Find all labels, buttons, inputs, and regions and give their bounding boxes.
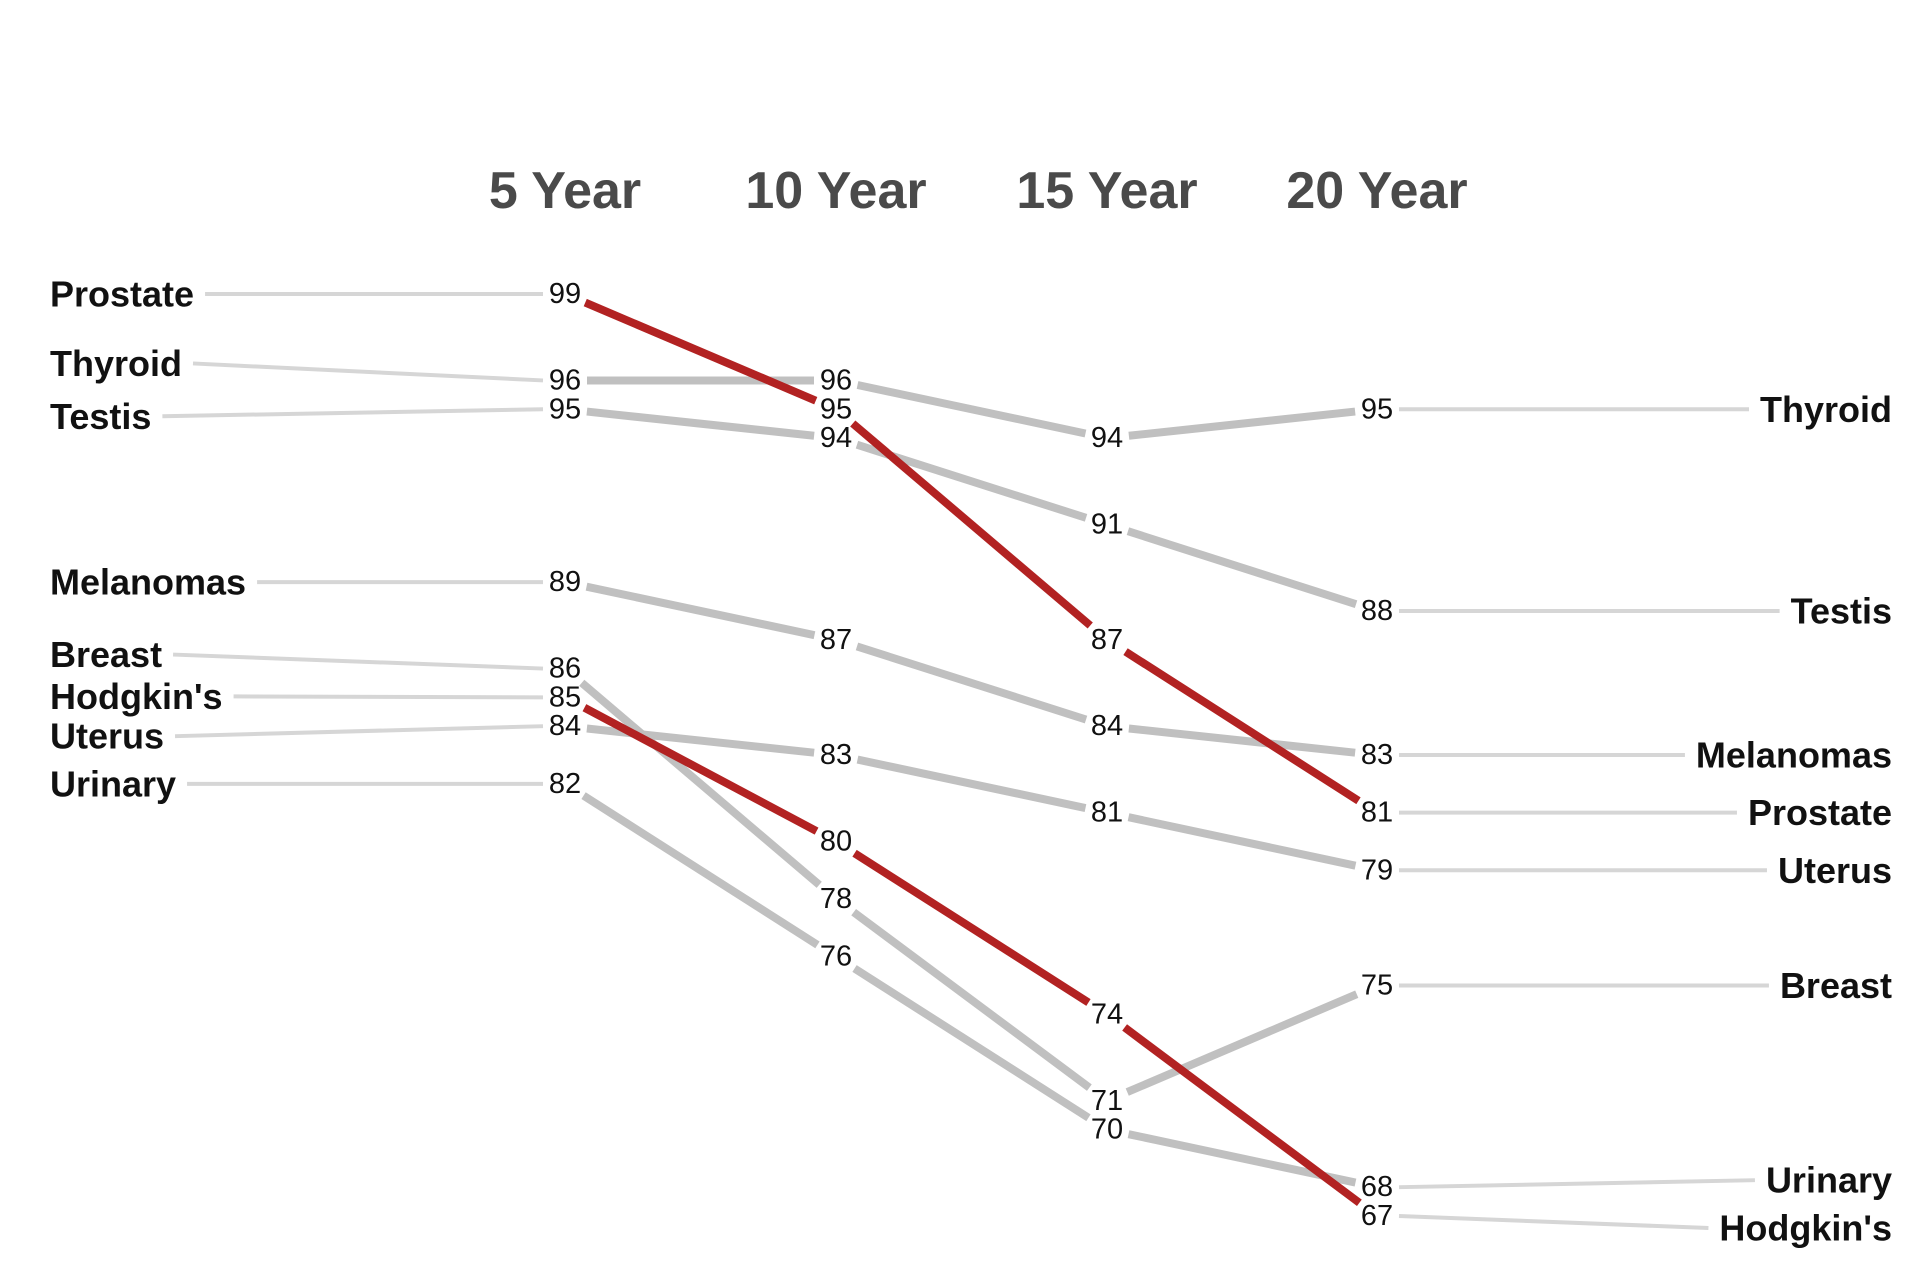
- value-label-melanomas-15-year: 84: [1091, 710, 1123, 742]
- left-label-testis: Testis: [50, 396, 151, 437]
- column-header-15-year: 15 Year: [1016, 162, 1197, 220]
- value-label-uterus-5-year: 84: [549, 710, 581, 742]
- value-label-urinary-10-year: 76: [820, 941, 852, 973]
- series-line-uterus-3: [1127, 813, 1357, 870]
- left-label-prostate: Prostate: [50, 274, 194, 315]
- value-label-prostate-5-year: 99: [549, 278, 581, 310]
- leader-lines: [162, 292, 1780, 1230]
- right-label-testis: Testis: [1791, 590, 1892, 631]
- value-label-prostate-10-year: 95: [820, 393, 852, 425]
- series-line-thyroid-3: [1128, 407, 1356, 440]
- right-label-melanomas: Melanomas: [1696, 735, 1892, 776]
- value-label-testis-20-year: 88: [1361, 595, 1393, 627]
- value-label-melanomas-5-year: 89: [549, 566, 581, 598]
- leader-left-hodgkin-s: [233, 694, 544, 700]
- value-label-urinary-15-year: 70: [1091, 1114, 1123, 1146]
- right-label-urinary: Urinary: [1766, 1160, 1892, 1201]
- value-label-uterus-20-year: 79: [1361, 854, 1393, 886]
- value-label-uterus-15-year: 81: [1091, 797, 1123, 829]
- left-label-melanomas: Melanomas: [50, 562, 246, 603]
- leader-right-urinary: [1398, 1178, 1755, 1190]
- value-label-testis-15-year: 91: [1091, 509, 1123, 541]
- value-label-hodgkin-s-15-year: 74: [1091, 998, 1123, 1030]
- right-label-hodgkin-s: Hodgkin's: [1719, 1208, 1892, 1249]
- series-line-breast-1: [579, 679, 822, 888]
- value-label-hodgkin-s-20-year: 67: [1361, 1200, 1393, 1232]
- series-lines: [579, 298, 1362, 1207]
- series-line-thyroid-2: [856, 381, 1087, 438]
- right-label-thyroid: Thyroid: [1760, 389, 1892, 430]
- series-line-melanomas-1: [585, 582, 816, 640]
- series-line-testis-1: [586, 407, 815, 440]
- series-line-hodgkin-s-2: [852, 849, 1091, 1006]
- series-line-hodgkin-s-1: [582, 704, 819, 835]
- value-label-hodgkin-s-5-year: 85: [549, 681, 581, 713]
- series-line-uterus-1: [586, 724, 815, 757]
- series-line-uterus-2: [856, 755, 1087, 812]
- left-category-labels: Thyroid Testis Melanomas Breast Uterus Urinar…: [50, 274, 246, 805]
- series-line-breast-3: [1125, 990, 1359, 1096]
- series-line-prostate-2: [850, 420, 1093, 629]
- value-label-breast-5-year: 86: [549, 653, 581, 685]
- value-label-thyroid-10-year: 96: [820, 364, 852, 396]
- value-label-breast-20-year: 75: [1361, 970, 1393, 1002]
- value-label-thyroid-5-year: 96: [549, 364, 581, 396]
- value-label-testis-5-year: 95: [549, 393, 581, 425]
- value-label-prostate-15-year: 87: [1091, 624, 1123, 656]
- value-label-uterus-10-year: 83: [820, 739, 852, 771]
- value-label-melanomas-10-year: 87: [820, 624, 852, 656]
- value-label-thyroid-15-year: 94: [1091, 422, 1123, 454]
- value-label-prostate-20-year: 81: [1361, 797, 1393, 829]
- series-line-urinary-2: [852, 965, 1091, 1122]
- leader-left-testis: [162, 407, 544, 419]
- value-label-melanomas-20-year: 83: [1361, 739, 1393, 771]
- leader-left-thyroid: [192, 361, 544, 383]
- column-header-10-year: 10 Year: [745, 162, 926, 220]
- series-line-prostate-1: [583, 298, 818, 405]
- value-labels: 96 96949595949188898784838678717584838179…: [549, 278, 1393, 1232]
- series-line-hodgkin-s-3: [1122, 1024, 1362, 1207]
- right-label-uterus: Uterus: [1778, 850, 1892, 891]
- left-label-uterus: Uterus: [50, 716, 164, 757]
- value-label-urinary-5-year: 82: [549, 768, 581, 800]
- column-header-5-year: 5 Year: [489, 162, 641, 220]
- series-line-prostate-3: [1123, 648, 1361, 805]
- leader-right-hodgkin-s: [1398, 1214, 1709, 1230]
- left-label-breast: Breast: [50, 634, 162, 675]
- value-label-breast-10-year: 78: [820, 883, 852, 915]
- value-label-urinary-20-year: 68: [1361, 1171, 1393, 1203]
- value-label-hodgkin-s-10-year: 80: [820, 825, 852, 857]
- series-line-testis-3: [1126, 527, 1358, 609]
- value-label-breast-15-year: 71: [1091, 1085, 1123, 1117]
- column-headers: 5 Year 10 Year 15 Year 20 Year: [489, 162, 1468, 220]
- left-label-urinary: Urinary: [50, 763, 176, 804]
- value-label-thyroid-20-year: 95: [1361, 393, 1393, 425]
- series-line-melanomas-3: [1128, 724, 1356, 757]
- leader-left-breast: [172, 652, 544, 671]
- value-label-testis-10-year: 94: [820, 422, 852, 454]
- right-category-labels: Thyroid Testis Melanomas Breast Uterus Urinar…: [1696, 389, 1892, 1249]
- right-label-prostate: Prostate: [1748, 792, 1892, 833]
- column-header-20-year: 20 Year: [1286, 162, 1467, 220]
- left-label-thyroid: Thyroid: [50, 343, 182, 384]
- series-line-urinary-1: [581, 792, 820, 949]
- left-label-hodgkin-s: Hodgkin's: [50, 676, 223, 717]
- series-line-breast-2: [851, 908, 1092, 1091]
- leader-left-uterus: [174, 724, 544, 739]
- right-label-breast: Breast: [1780, 965, 1892, 1006]
- series-line-melanomas-2: [855, 642, 1088, 724]
